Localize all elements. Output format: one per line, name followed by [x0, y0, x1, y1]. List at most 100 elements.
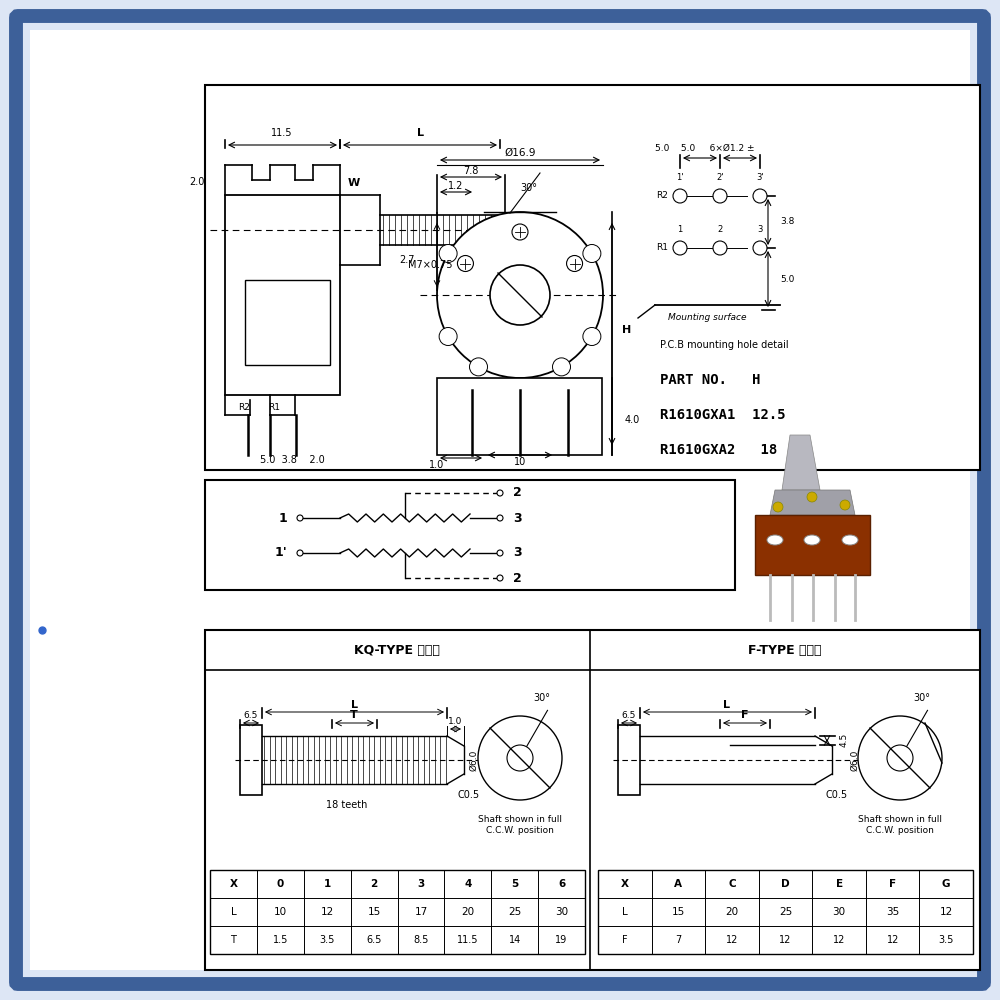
Circle shape [753, 189, 767, 203]
Text: D: D [781, 879, 790, 889]
Text: 2: 2 [370, 879, 378, 889]
Text: E: E [836, 879, 843, 889]
Text: R1: R1 [656, 243, 668, 252]
Text: 10: 10 [274, 907, 287, 917]
Bar [755, 515, 870, 575]
Text: P.C.B mounting hole detail: P.C.B mounting hole detail [660, 340, 789, 350]
Circle shape [753, 241, 767, 255]
Text: 2.0: 2.0 [190, 177, 205, 187]
Text: 25: 25 [508, 907, 521, 917]
Circle shape [497, 515, 503, 521]
Circle shape [840, 500, 850, 510]
Text: 7.8: 7.8 [463, 166, 479, 176]
Circle shape [673, 241, 687, 255]
Text: L: L [724, 700, 730, 710]
Text: 3: 3 [513, 512, 522, 524]
Text: L: L [416, 128, 424, 138]
Text: Ø6.0: Ø6.0 [850, 749, 860, 771]
Text: 8.5: 8.5 [413, 935, 429, 945]
Circle shape [297, 550, 303, 556]
Text: T: T [350, 710, 358, 720]
Bar [598, 870, 973, 954]
Text: 3: 3 [513, 546, 522, 560]
Text: 1.2: 1.2 [448, 181, 464, 191]
Text: Shaft shown in full
C.C.W. position: Shaft shown in full C.C.W. position [858, 815, 942, 835]
Text: 1': 1' [274, 546, 287, 560]
Text: R1610GXA2   18: R1610GXA2 18 [660, 443, 777, 457]
Circle shape [773, 502, 783, 512]
Text: R2: R2 [656, 192, 668, 200]
Text: 2: 2 [513, 487, 522, 499]
Text: 3: 3 [757, 226, 763, 234]
Text: 20: 20 [725, 907, 738, 917]
Bar [618, 725, 640, 795]
Text: 30: 30 [833, 907, 846, 917]
Text: 12: 12 [779, 935, 792, 945]
Text: 5.0: 5.0 [780, 274, 794, 284]
Bar [205, 480, 735, 590]
Text: 3.8: 3.8 [780, 218, 794, 227]
Text: 15: 15 [672, 907, 685, 917]
Bar [210, 870, 585, 954]
Text: C: C [728, 879, 736, 889]
Bar [437, 378, 602, 455]
Text: PART NO.   H: PART NO. H [660, 373, 761, 387]
Text: 1': 1' [676, 174, 684, 182]
Bar [205, 630, 980, 970]
Text: F: F [622, 935, 628, 945]
Text: 18 teeth: 18 teeth [326, 800, 368, 810]
Text: A: A [674, 879, 682, 889]
Text: 30: 30 [555, 907, 568, 917]
Text: W: W [348, 178, 360, 188]
Text: 12: 12 [940, 907, 953, 917]
Circle shape [567, 255, 583, 271]
Bar [240, 725, 262, 795]
Circle shape [457, 255, 473, 271]
Polygon shape [770, 490, 855, 515]
Bar [225, 195, 340, 395]
Polygon shape [782, 435, 820, 490]
Text: 4: 4 [464, 879, 472, 889]
Text: 1: 1 [278, 512, 287, 524]
Text: 35: 35 [886, 907, 899, 917]
Text: 6.5: 6.5 [622, 710, 636, 720]
Text: F: F [741, 710, 749, 720]
Text: 2: 2 [513, 572, 522, 584]
Circle shape [437, 212, 603, 378]
Text: 6.5: 6.5 [244, 710, 258, 720]
Text: 2.7: 2.7 [400, 255, 415, 265]
Circle shape [552, 358, 570, 376]
Text: 3': 3' [756, 174, 764, 182]
Text: 1.0: 1.0 [429, 460, 445, 470]
Text: 4.0: 4.0 [625, 415, 640, 425]
Text: 12: 12 [321, 907, 334, 917]
Text: L: L [351, 700, 358, 710]
Circle shape [713, 189, 727, 203]
Circle shape [858, 716, 942, 800]
Bar [245, 280, 330, 365]
Text: 5: 5 [511, 879, 518, 889]
Text: 6: 6 [558, 879, 565, 889]
Text: 1: 1 [324, 879, 331, 889]
Text: M7×0.75: M7×0.75 [408, 260, 452, 270]
Text: H: H [622, 325, 631, 335]
Ellipse shape [804, 535, 820, 545]
Text: F-TYPE 半圆轴: F-TYPE 半圆轴 [748, 644, 822, 656]
Text: 20: 20 [461, 907, 474, 917]
Circle shape [478, 716, 562, 800]
Text: KQ-TYPE 齿形轴: KQ-TYPE 齿形轴 [354, 644, 440, 656]
Ellipse shape [767, 535, 783, 545]
Circle shape [807, 492, 817, 502]
Text: 6.5: 6.5 [366, 935, 382, 945]
Text: 0: 0 [277, 879, 284, 889]
Text: 30°: 30° [534, 693, 550, 703]
Circle shape [497, 575, 503, 581]
Text: 4.5: 4.5 [840, 733, 849, 747]
Text: 2': 2' [716, 174, 724, 182]
Text: T: T [230, 935, 236, 945]
Text: 2: 2 [717, 226, 723, 234]
Text: X: X [621, 879, 629, 889]
Text: 30°: 30° [520, 183, 537, 193]
Text: C0.5: C0.5 [458, 790, 480, 800]
Circle shape [490, 265, 550, 325]
